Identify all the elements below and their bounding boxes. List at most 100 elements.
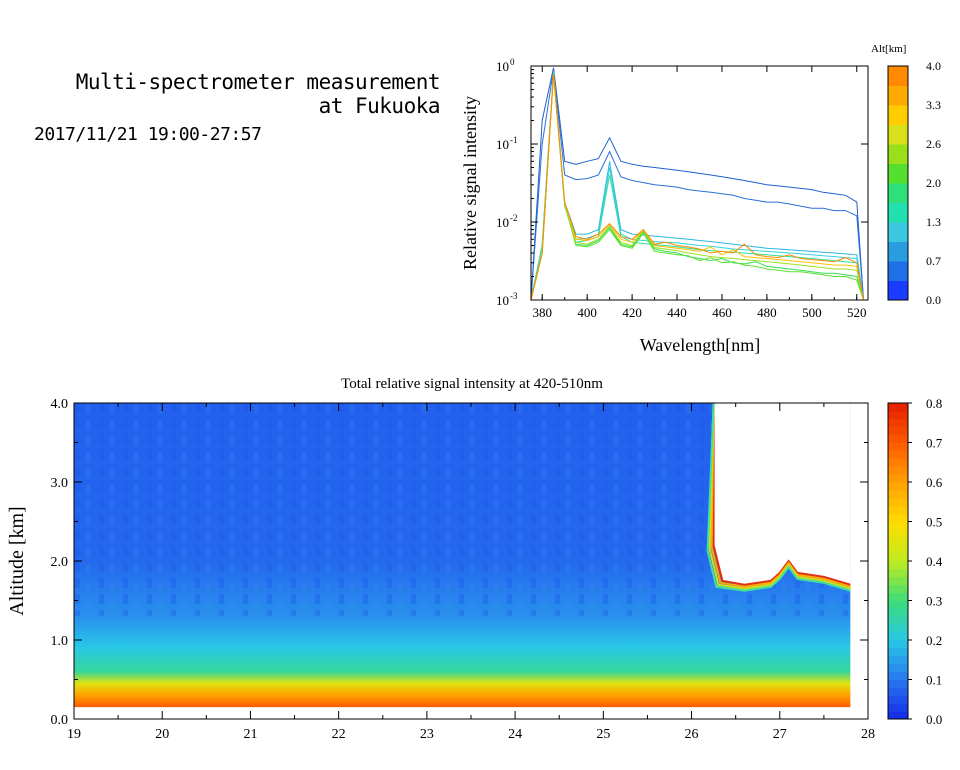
heatmap-colorbar-tick-label: 0.5 [926, 515, 942, 530]
spectrum-colorbar-tick-label: 4.0 [926, 59, 941, 73]
spectrum-y-tick-exponent: -3 [510, 291, 518, 301]
spectrum-colorbar-segment [888, 183, 908, 203]
heatmap-colorbar-segment [888, 703, 908, 712]
heatmap-colorbar: 0.0 0.1 0.2 0.3 0.4 0.5 0.6 0.7 0.8 [887, 396, 943, 727]
heatmap-cloud-edge [710, 402, 851, 588]
heatmap-colorbar-segment [888, 497, 908, 507]
spectrum-colorbar-frame [887, 65, 909, 301]
spectrum-y-tick-label: 10 [496, 293, 509, 308]
heatmap-colorbar-segment [888, 632, 908, 641]
heatmap-x-tick-label: 25 [596, 727, 610, 742]
heatmap-y-tick-label: 2.0 [51, 555, 69, 570]
heatmap-cloud-edge [712, 403, 851, 586]
heatmap-colorbar-segment [888, 545, 908, 554]
heatmap-y-label: Altitude [km] [6, 506, 28, 615]
heatmap-colorbar-tick-label: 0.6 [926, 475, 943, 490]
spectrum-x-tick-label: 440 [667, 305, 687, 320]
spectrum-series-group [530, 67, 864, 301]
spectrum-colorbar-tick-label: 1.3 [926, 215, 941, 229]
spectrum-colorbar-title: Alt[km] [871, 43, 906, 55]
heatmap-colorbar-segment [888, 600, 908, 609]
heatmap-colorbar-segment [888, 426, 908, 436]
heatmap-colorbar-tick-label: 0.3 [926, 594, 942, 609]
spectrum-y-tick-exponent: -2 [510, 213, 518, 223]
spectrum-colorbar-tick-label: 2.0 [926, 176, 941, 190]
spectrum-x-tick-label: 500 [802, 305, 822, 320]
heatmap-x-tick-label: 19 [67, 727, 81, 742]
heatmap-colorbar-segment [888, 529, 908, 538]
spectrum-colorbar-segment [888, 66, 908, 86]
spectrum-x-tick-label: 460 [712, 305, 732, 320]
spectrum-colorbar-segment [888, 163, 908, 184]
spectrum-series-7 [530, 73, 864, 301]
spectrum-series-6 [530, 73, 864, 301]
spectrum-series-4 [530, 71, 864, 301]
heatmap-colorbar-segment [888, 640, 908, 649]
heatmap-x-tick-label: 22 [332, 727, 346, 742]
heatmap-colorbar-segment [888, 568, 908, 578]
spectrum-colorbar-segment [888, 124, 908, 145]
heatmap-colorbar-segment [888, 584, 908, 594]
heatmap-colorbar-segment [888, 403, 908, 412]
heatmap-y-tick-label: 1.0 [51, 634, 69, 649]
spectrum-colorbar-tick-label: 0.0 [926, 293, 941, 307]
heatmap-colorbar-segment [888, 711, 908, 720]
heatmap-colorbar-segment [888, 450, 908, 459]
heatmap-colorbar-segment [888, 687, 908, 696]
spectrum-y-tick-label: 10 [496, 59, 509, 74]
heatmap-colorbar-tick-label: 0.7 [926, 436, 943, 451]
spectrum-colorbar-segment [888, 222, 908, 242]
heatmap-colorbar-segment [888, 576, 908, 586]
heatmap-colorbar-segment [888, 553, 908, 562]
spectrum-colorbar: 0.0 0.7 1.3 2.0 2.6 3.3 4.0 [887, 59, 941, 307]
spectrum-x-label: Wavelength[nm] [640, 335, 761, 355]
heatmap-colorbar-segment [888, 671, 908, 680]
heatmap-cloud-edge [706, 402, 851, 592]
heatmap-colorbar-tick-label: 0.1 [926, 673, 942, 688]
heatmap-colorbar-segment [888, 513, 908, 522]
spectrum-x-tick-label: 380 [532, 305, 552, 320]
heatmap-cloud-edge [708, 402, 851, 590]
heatmap-colorbar-segment [888, 655, 908, 665]
heatmap-x-tick-label: 26 [685, 727, 699, 742]
spectrum-colorbar-segment [888, 85, 908, 106]
heatmap-colorbar-tick-label: 0.8 [926, 396, 942, 411]
spectrum-series-1 [530, 67, 864, 301]
heatmap-colorbar-segment [888, 592, 908, 601]
spectrum-series-3 [530, 71, 864, 301]
figure-title-line1: Multi-spectrometer measurement [75, 70, 441, 94]
spectrum-colorbar-segment [888, 105, 908, 125]
spectrum-x-tick-label: 400 [577, 305, 597, 320]
spectrum-colorbar-tick-label: 2.6 [926, 137, 941, 151]
spectrum-colorbar-segment [888, 241, 908, 262]
heatmap-colorbar-segment [888, 608, 908, 617]
heatmap-colorbar-segment [888, 418, 908, 428]
spectrum-colorbar-segment [888, 261, 908, 281]
spectrum-series-9 [530, 73, 864, 301]
heatmap-x-tick-label: 23 [420, 727, 434, 742]
spectrum-y-tick-label: 10 [496, 215, 509, 230]
altitude-heatmap: Total relative signal intensity at 420-5… [6, 376, 943, 742]
heatmap-colorbar-segment [888, 434, 908, 443]
heatmap-axes: 19 20 21 22 23 24 25 26 27 28 0.0 1.0 2.0 3.0 4.0 [51, 397, 876, 742]
heatmap-colorbar-segment [888, 466, 908, 475]
spectrum-y-label: Relative signal intensity [460, 96, 480, 270]
spectrum-x-tick-label: 480 [757, 305, 777, 320]
heatmap-colorbar-segment [888, 537, 908, 546]
spectrum-colorbar-tick-label: 0.7 [926, 254, 941, 268]
heatmap-x-tick-label: 27 [773, 727, 787, 742]
heatmap-x-tick-label: 21 [243, 727, 257, 742]
spectrum-y-tick-exponent: -1 [510, 135, 518, 145]
heatmap-y-tick-label: 3.0 [51, 476, 69, 491]
heatmap-cloud-region [713, 403, 851, 585]
heatmap-colorbar-tick-label: 0.2 [926, 633, 942, 648]
heatmap-y-tick-label: 4.0 [51, 397, 69, 412]
heatmap-colorbar-segment [888, 647, 908, 657]
heatmap-x-tick-label: 20 [155, 727, 169, 742]
heatmap-colorbar-segment [888, 442, 908, 451]
spectrum-y-tick-exponent: 0 [510, 57, 515, 67]
heatmap-x-tick-label: 28 [861, 727, 875, 742]
heatmap-colorbar-segment [888, 663, 908, 673]
